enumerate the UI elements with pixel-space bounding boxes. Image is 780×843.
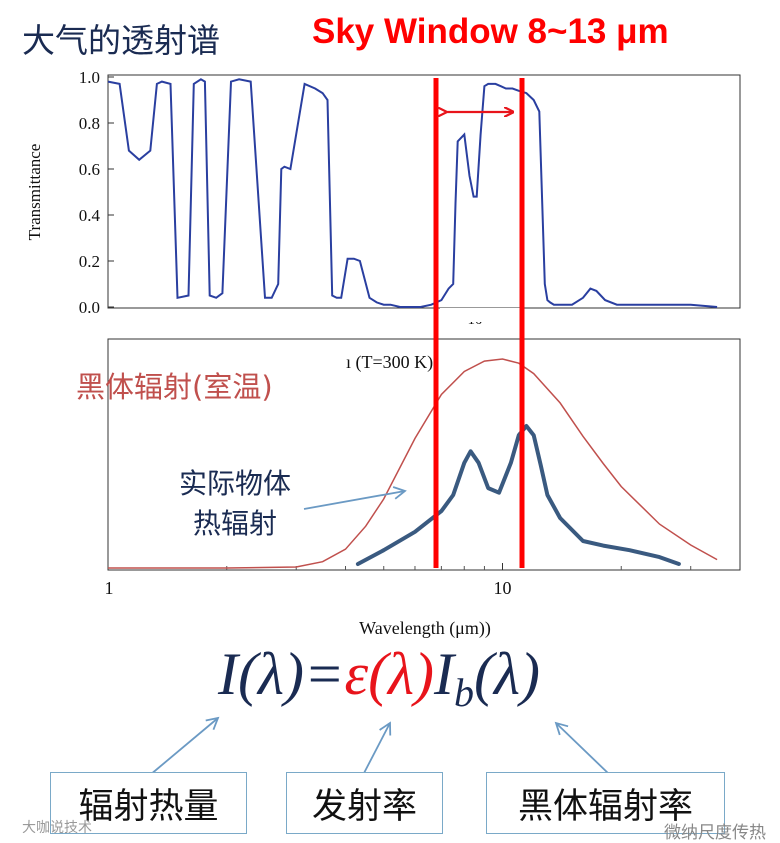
emissivity-box: 发射率	[286, 772, 443, 834]
bottom-legend-partial: ı (T=300 K)	[346, 352, 433, 373]
transmittance-series-line	[107, 78, 718, 308]
real-body-series-line	[355, 424, 681, 566]
formula-equals: =	[303, 641, 345, 707]
bottom-xtick-label: 1	[105, 578, 114, 598]
top-ytick-label: 0.4	[79, 206, 101, 225]
top-ylabel: Transmittance	[25, 144, 44, 241]
radiation-formula: I(λ)=ε(λ)Ib(λ)	[218, 640, 540, 716]
top-plot-frame	[107, 74, 741, 309]
formula-ib-arg: (λ)	[474, 641, 540, 707]
top-ytick-label: 1.0	[79, 68, 100, 87]
emission-chart: ı (T=300 K) 1 10 Wavelength (μm))	[105, 338, 741, 639]
bottom-xticks: 1 10	[105, 563, 692, 598]
blackbody-intensity-box: 黑体辐射率	[486, 772, 725, 834]
bottom-xtick-label: 10	[493, 578, 511, 598]
top-yticks: 0.0 0.2 0.4 0.6 0.8 1.0	[79, 68, 114, 317]
formula-lhs: I(λ)	[218, 641, 304, 707]
emissivity-arrow	[362, 721, 392, 776]
bottom-plot-frame	[107, 338, 741, 571]
page-title: 大气的透射谱	[22, 21, 220, 60]
real-body-line2: 热辐射	[192, 507, 277, 540]
top-ytick-label: 0.6	[79, 160, 100, 179]
bottom-xlabel: Wavelength (μm))	[359, 618, 491, 639]
heat-flux-box: 辐射热量	[50, 772, 247, 834]
top-ytick-label: 0.0	[79, 298, 100, 317]
real-body-line1: 实际物体	[178, 467, 291, 500]
watermark-left: 大咖说技术	[22, 820, 92, 836]
formula-ib-subscript: b	[454, 670, 475, 715]
top-ytick-label: 0.2	[79, 252, 100, 271]
blackbody-intensity-arrow	[554, 721, 611, 776]
real-body-pointer-arrow	[303, 486, 407, 510]
emissivity-label: 发射率	[311, 786, 417, 827]
formula-emissivity: ε(λ)	[344, 641, 435, 707]
blackbody-annotation: 黑体辐射(室温)	[76, 370, 273, 404]
top-ytick-label: 0.8	[79, 114, 100, 133]
blackbody-intensity-label: 黑体辐射率	[517, 786, 693, 827]
transmittance-chart: Transmittance 0.00.20.40.60.81.0 10	[25, 68, 741, 328]
sky-window-title: Sky Window 8~13 μm	[312, 12, 669, 51]
heat-flux-arrow	[149, 716, 220, 776]
watermark-right: 微纳尺度传热	[664, 823, 766, 843]
formula-ib: I	[434, 641, 455, 707]
real-body-annotation: 实际物体 热辐射	[150, 464, 320, 544]
blackbody-series-line	[108, 358, 718, 569]
heat-flux-label: 辐射热量	[78, 786, 219, 827]
